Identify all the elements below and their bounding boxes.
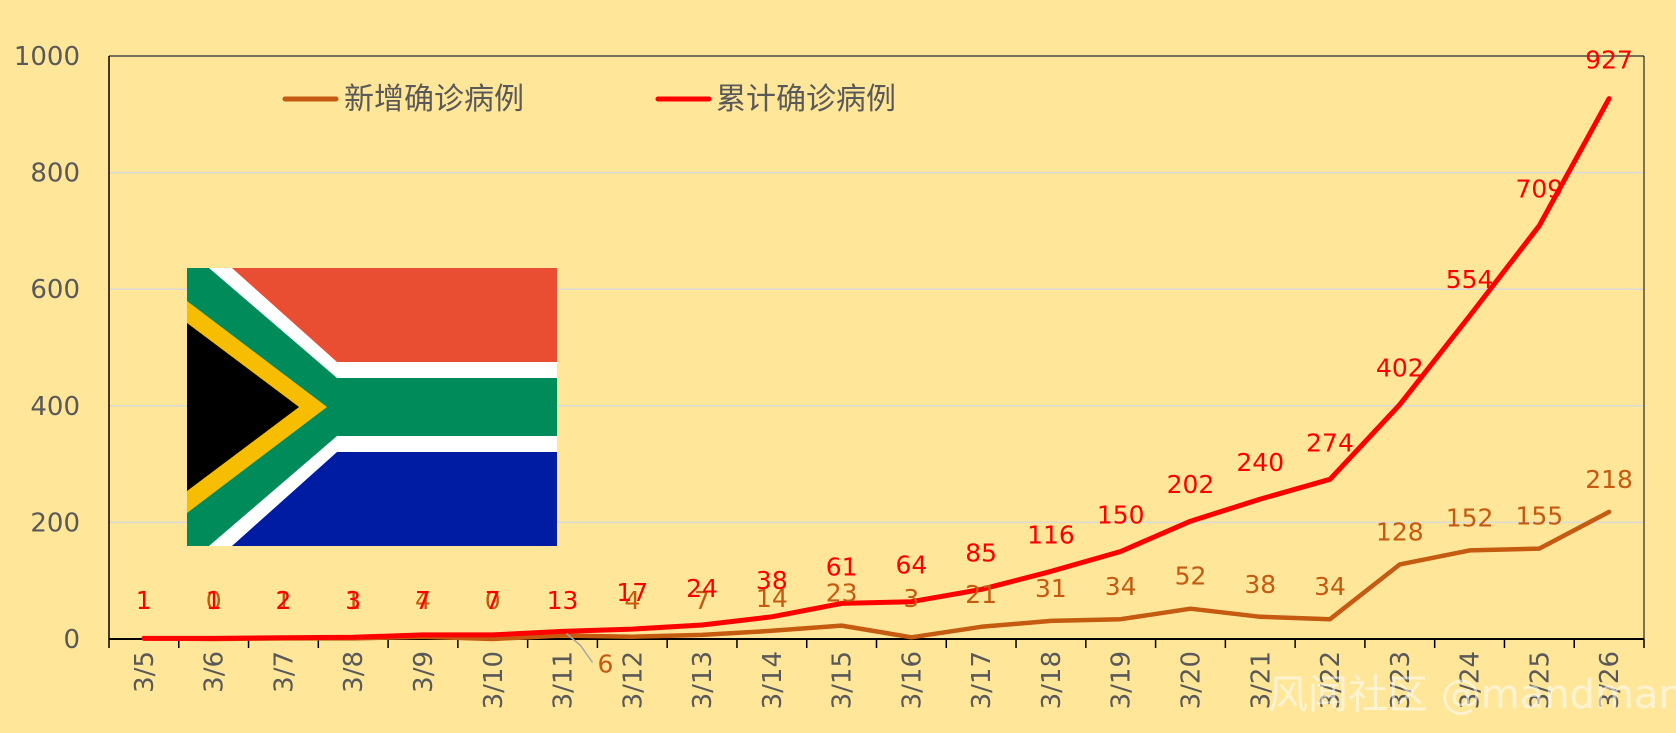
data-label-new: 52 <box>1175 562 1207 591</box>
data-label-new: 38 <box>1244 570 1276 599</box>
data-label-cumulative: 554 <box>1446 265 1494 294</box>
data-label-cumulative: 274 <box>1306 428 1354 457</box>
data-label-new: 34 <box>1105 572 1137 601</box>
data-label-new: 0 <box>485 586 501 615</box>
data-label-new: 0 <box>206 586 222 615</box>
data-label-new: 218 <box>1585 465 1633 494</box>
x-tick-label: 3/7 <box>269 651 299 693</box>
data-label-new: 152 <box>1446 503 1494 532</box>
y-tick-label: 400 <box>30 392 80 422</box>
x-tick-label: 3/11 <box>549 651 579 709</box>
watermark: 风闻社区 @mandman <box>1268 672 1676 718</box>
x-tick-label: 3/18 <box>1037 651 1067 709</box>
x-tick-label: 3/23 <box>1386 651 1416 709</box>
data-label-new: 128 <box>1376 517 1424 546</box>
data-label-cumulative: 2 <box>275 586 291 615</box>
data-label-new: 14 <box>756 584 788 613</box>
x-tick-label: 3/6 <box>200 651 230 693</box>
data-label-cumulative: 202 <box>1167 470 1215 499</box>
data-label-new: 23 <box>826 579 858 608</box>
data-label-cumulative: 85 <box>965 538 997 567</box>
x-tick-label: 3/5 <box>130 651 160 693</box>
south-africa-flag-icon <box>187 267 557 546</box>
x-tick-label: 3/19 <box>1107 651 1137 709</box>
data-label-new: 1 <box>136 586 152 615</box>
data-label-cumulative: 3 <box>345 586 361 615</box>
data-label-cumulative: 116 <box>1027 520 1075 549</box>
x-tick-label: 3/24 <box>1456 651 1486 709</box>
x-tick-label: 3/25 <box>1525 651 1555 709</box>
data-label-cumulative: 24 <box>686 574 718 603</box>
x-tick-label: 3/22 <box>1316 651 1346 709</box>
y-tick-label: 1000 <box>14 42 80 72</box>
data-label-cumulative: 38 <box>756 566 788 595</box>
data-label-new: 21 <box>965 580 997 609</box>
legend-label-new: 新增确诊病例 <box>344 82 524 117</box>
data-label-new: 7 <box>694 586 710 615</box>
x-tick-label: 3/20 <box>1176 651 1206 709</box>
data-label-new: 3 <box>903 584 919 613</box>
legend: 新增确诊病例 累计确诊病例 <box>282 82 896 117</box>
data-label-new: 6 <box>598 650 614 679</box>
data-label-leader <box>566 632 594 663</box>
x-tick-label: 3/10 <box>479 651 509 709</box>
data-label-new: 31 <box>1035 574 1067 603</box>
x-tick-label: 3/21 <box>1246 651 1276 709</box>
y-tick-label: 600 <box>30 275 80 305</box>
x-tick-label: 3/9 <box>409 651 439 693</box>
data-label-new: 1 <box>275 586 291 615</box>
line-cumulative <box>141 96 1612 641</box>
data-label-new: 4 <box>624 586 640 615</box>
data-label-cumulative: 1 <box>206 586 222 615</box>
x-tick-label: 3/15 <box>828 651 858 709</box>
data-label-new: 34 <box>1314 572 1346 601</box>
data-label-cumulative: 1 <box>136 586 152 615</box>
x-tick-label: 3/26 <box>1595 651 1625 709</box>
data-label-cumulative: 64 <box>895 551 927 580</box>
data-label-cumulative: 13 <box>547 586 579 615</box>
x-tick-label: 3/17 <box>967 651 997 709</box>
data-label-cumulative: 402 <box>1376 354 1424 383</box>
x-tick-label: 3/16 <box>897 651 927 709</box>
data-label-new: 155 <box>1515 502 1563 531</box>
data-label-cumulative: 17 <box>616 578 648 607</box>
data-label-cumulative: 61 <box>826 552 858 581</box>
x-tick-label: 3/14 <box>758 651 788 709</box>
y-tick-label: 0 <box>63 625 80 655</box>
data-label-new: 4 <box>415 586 431 615</box>
x-tick-label: 3/8 <box>339 651 369 693</box>
data-label-cumulative: 150 <box>1097 501 1145 530</box>
y-tick-label: 200 <box>30 508 80 538</box>
data-label-cumulative: 7 <box>485 586 501 615</box>
data-label-cumulative: 927 <box>1585 46 1633 75</box>
y-tick-label: 800 <box>30 159 80 189</box>
series <box>141 96 1612 642</box>
x-tick-label: 3/13 <box>688 651 718 709</box>
legend-label-cumulative: 累计确诊病例 <box>716 82 896 117</box>
data-label-cumulative: 240 <box>1236 448 1284 477</box>
data-label-cumulative: 7 <box>415 586 431 615</box>
data-label-cumulative: 709 <box>1515 175 1563 204</box>
data-label-new: 1 <box>345 586 361 615</box>
x-tick-label: 3/12 <box>618 651 648 709</box>
